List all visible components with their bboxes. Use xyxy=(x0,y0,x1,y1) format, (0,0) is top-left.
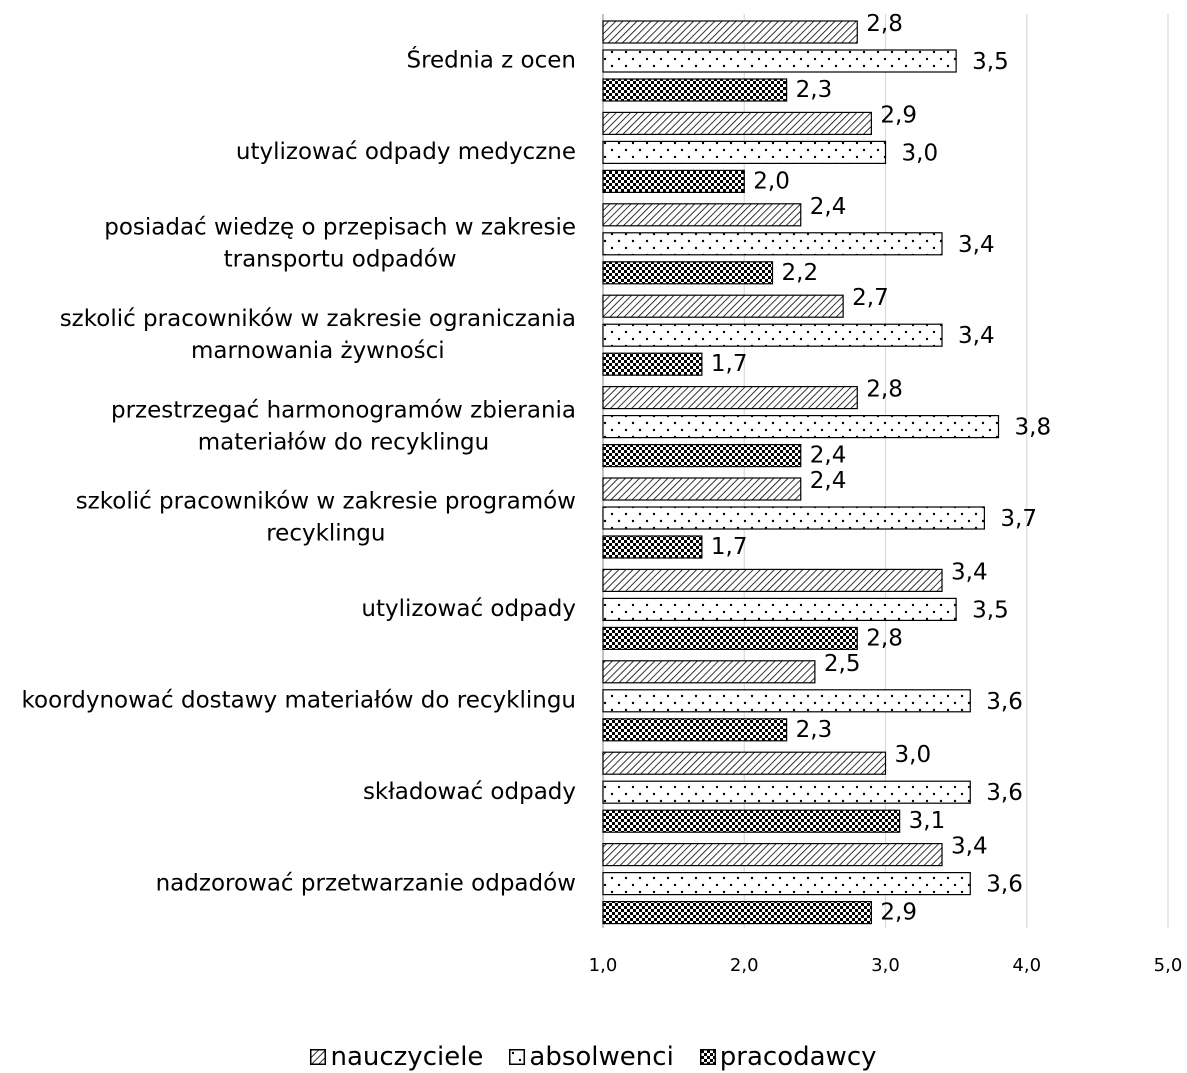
value-label: 2,5 xyxy=(824,651,861,677)
category-label: materiałów do recyklingu xyxy=(198,429,490,455)
bar-absolwenci xyxy=(602,871,971,896)
x-tick-label: 3,0 xyxy=(871,955,900,976)
value-label: 2,3 xyxy=(796,77,833,103)
category-label: szkolić pracowników w zakresie programów xyxy=(76,489,576,515)
category-label: posiadać wiedzę o przepisach w zakresie xyxy=(104,215,576,241)
value-label: 2,4 xyxy=(810,443,847,469)
value-label: 1,7 xyxy=(711,534,748,560)
x-tick-label: 5,0 xyxy=(1154,955,1183,976)
x-tick-label: 1,0 xyxy=(589,955,618,976)
value-label: 3,8 xyxy=(1015,415,1052,441)
category-label: szkolić pracowników w zakresie ogranicza… xyxy=(60,306,576,332)
category-label: Średnia z ocen xyxy=(406,46,576,74)
value-label: 3,6 xyxy=(986,872,1023,898)
bar-absolwenci xyxy=(602,140,887,164)
legend-swatch-checker xyxy=(699,1048,716,1065)
value-label: 3,5 xyxy=(972,597,1009,623)
value-label: 2,7 xyxy=(852,285,889,311)
bar-absolwenci xyxy=(602,597,957,622)
legend-item-absolwenci: absolwenci xyxy=(509,1041,674,1072)
bar-nauczyciele xyxy=(602,203,802,227)
bar-pracodawcy xyxy=(602,626,858,651)
legend-swatch-dots xyxy=(509,1048,526,1065)
category-label: recyklingu xyxy=(266,521,385,547)
value-label: 3,6 xyxy=(986,689,1023,715)
legend-label: nauczyciele xyxy=(330,1041,484,1072)
bar-absolwenci xyxy=(602,323,943,347)
value-label: 3,0 xyxy=(895,742,932,768)
value-label: 3,4 xyxy=(958,323,995,349)
category-label: utylizować odpady medyczne xyxy=(236,139,576,165)
bar-pracodawcy xyxy=(602,169,745,193)
category-labels: Średnia z ocen utylizować odpady medyczne… xyxy=(22,46,576,897)
bar-absolwenci xyxy=(602,49,957,73)
x-axis-ticks: 1,0 2,0 3,0 4,0 5,0 xyxy=(589,955,1183,976)
bar-absolwenci xyxy=(602,689,971,713)
category-label: marnowania żywności xyxy=(191,338,445,364)
bar-pracodawcy xyxy=(602,444,802,468)
bar-absolwenci xyxy=(602,232,943,256)
bar-nauczyciele xyxy=(602,386,858,410)
bar-absolwenci xyxy=(602,415,1000,439)
value-label: 2,8 xyxy=(866,11,903,37)
bar-nauczyciele xyxy=(602,477,802,501)
value-label: 3,4 xyxy=(951,834,988,860)
legend-label: pracodawcy xyxy=(719,1041,877,1072)
value-label: 2,2 xyxy=(782,260,819,286)
bar-nauczyciele xyxy=(602,660,816,684)
category-label: utylizować odpady xyxy=(361,596,576,622)
legend-item-nauczyciele: nauczyciele xyxy=(310,1042,483,1072)
category-label: transportu odpadów xyxy=(224,247,457,273)
gridlines xyxy=(602,14,1169,928)
legend-item-pracodawcy: pracodawcy xyxy=(699,1041,877,1072)
bar-pracodawcy xyxy=(602,78,788,102)
bar-nauczyciele xyxy=(602,20,858,44)
legend-swatch-hatch xyxy=(310,1048,327,1065)
value-labels: 2,8 3,5 2,3 2,9 3,0 2,0 2,4 3,4 2,2 2,7 3,4 1,7 2,8 3… xyxy=(711,11,1051,926)
x-tick-label: 2,0 xyxy=(730,955,759,976)
bar-pracodawcy xyxy=(602,352,703,376)
value-label: 2,9 xyxy=(880,900,917,926)
category-label: koordynować dostawy materiałów do recykl… xyxy=(22,688,576,714)
bar-pracodawcy xyxy=(602,535,703,559)
value-label: 3,0 xyxy=(902,140,939,166)
value-label: 2,4 xyxy=(810,194,847,220)
value-label: 2,8 xyxy=(866,377,903,403)
bar-nauczyciele xyxy=(602,568,943,593)
value-label: 2,9 xyxy=(880,102,917,128)
x-tick-label: 4,0 xyxy=(1012,955,1041,976)
value-label: 3,7 xyxy=(1000,506,1037,532)
bar-absolwenci xyxy=(602,780,971,804)
legend-label: absolwenci xyxy=(529,1041,674,1072)
category-label: nadzorować przetwarzanie odpadów xyxy=(156,870,576,896)
bar-absolwenci xyxy=(602,506,985,530)
value-label: 2,4 xyxy=(810,468,847,494)
legend: nauczyciele absolwenci pracodawcy xyxy=(0,1040,1187,1073)
bar-pracodawcy xyxy=(602,809,901,833)
value-label: 2,0 xyxy=(753,168,790,194)
value-label: 3,4 xyxy=(958,232,995,258)
bar-nauczyciele xyxy=(602,294,844,318)
bars xyxy=(602,20,1000,925)
value-label: 3,4 xyxy=(951,559,988,585)
bar-nauczyciele xyxy=(602,842,943,867)
value-label: 3,1 xyxy=(909,808,946,834)
value-label: 2,3 xyxy=(796,717,833,743)
bar-chart: 2,8 3,5 2,3 2,9 3,0 2,0 2,4 3,4 2,2 2,7 3,4 1,7 2,8 3… xyxy=(22,11,1183,976)
bar-pracodawcy xyxy=(602,718,788,742)
bar-nauczyciele xyxy=(602,751,887,775)
value-label: 1,7 xyxy=(711,351,748,377)
bar-pracodawcy xyxy=(602,261,774,285)
bar-nauczyciele xyxy=(602,111,872,136)
value-label: 3,5 xyxy=(972,49,1009,75)
value-label: 3,6 xyxy=(986,780,1023,806)
bar-pracodawcy xyxy=(602,900,872,925)
category-label: przestrzegać harmonogramów zbierania xyxy=(111,397,576,423)
value-label: 2,8 xyxy=(866,625,903,651)
category-label: składować odpady xyxy=(363,779,576,805)
